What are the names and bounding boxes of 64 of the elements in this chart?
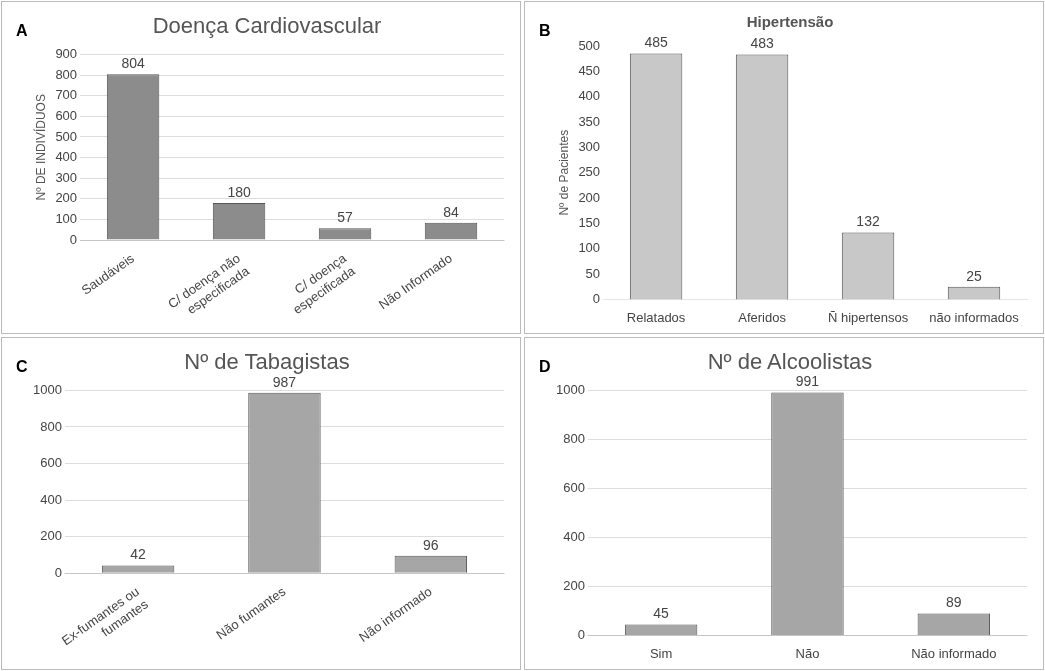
y-tick-label: 600 <box>563 479 585 495</box>
y-tick-label: 50 <box>585 265 601 281</box>
y-tick-label: 800 <box>55 66 78 82</box>
y-tick-label: 0 <box>592 290 601 306</box>
data-label: 132 <box>856 213 880 230</box>
x-tick-label: Não <box>795 645 820 661</box>
y-tick-label: 400 <box>563 528 585 544</box>
data-label: 987 <box>272 373 297 390</box>
y-tick-label: 900 <box>55 45 78 61</box>
text: C <box>16 358 28 376</box>
data-label: 84 <box>443 203 460 220</box>
y-tick-label: 400 <box>40 491 62 507</box>
y-tick-label: 300 <box>55 169 78 185</box>
y-tick-label: 0 <box>69 231 78 247</box>
data-label: 57 <box>337 209 354 226</box>
y-tick-label: 300 <box>578 138 601 154</box>
y-tick-label: 100 <box>55 211 78 227</box>
y-tick-label: 800 <box>40 418 62 434</box>
data-label: 804 <box>121 55 145 72</box>
text: A <box>16 22 28 40</box>
y-tick-label: 0 <box>54 564 62 580</box>
x-tick-label: não informados <box>929 309 1020 325</box>
data-label: 485 <box>644 34 668 51</box>
x-tick-label: Relatados <box>626 309 686 325</box>
y-axis-title: Nº de Pacientes <box>556 129 571 216</box>
y-tick-label: 600 <box>55 107 78 123</box>
chart-title: Nº de Tabagistas <box>184 349 350 375</box>
y-tick-label: 350 <box>578 113 601 129</box>
chart-title: Doença Cardiovascular <box>152 13 382 39</box>
y-tick-label: 450 <box>578 62 601 78</box>
y-tick-label: 400 <box>578 88 601 104</box>
data-label: 180 <box>227 183 251 200</box>
text: B <box>539 22 551 40</box>
y-tick-label: 400 <box>55 149 78 165</box>
data-label: 89 <box>946 594 962 611</box>
y-tick-label: 500 <box>55 128 78 144</box>
x-tick-label: Ñ hipertensos <box>827 309 909 325</box>
data-label: 25 <box>966 267 983 284</box>
text: D <box>539 358 551 376</box>
y-tick-label: 150 <box>578 214 601 230</box>
y-tick-label: 200 <box>563 577 585 593</box>
y-tick-label: 0 <box>577 626 585 642</box>
data-label: 45 <box>653 605 670 622</box>
data-label: 96 <box>423 536 439 553</box>
data-label: 991 <box>795 373 820 390</box>
y-tick-label: 200 <box>578 189 601 205</box>
y-tick-label: 250 <box>578 164 601 180</box>
y-tick-label: 600 <box>40 455 62 471</box>
data-label: 483 <box>750 35 774 52</box>
y-tick-label: 200 <box>55 190 78 206</box>
x-tick-label: Não informado <box>911 645 997 661</box>
y-tick-label: 1000 <box>556 381 585 397</box>
y-tick-label: 500 <box>578 37 601 53</box>
x-tick-label: Aferidos <box>738 309 787 325</box>
y-tick-label: 700 <box>55 87 78 103</box>
chart-title: Nº de Alcoolistas <box>707 349 873 375</box>
y-axis-title: Nº DE INDIVÍDUOS <box>32 94 48 201</box>
y-tick-label: 200 <box>40 528 62 544</box>
chart-title: Hipertensão <box>746 13 834 31</box>
y-tick-label: 800 <box>563 430 585 446</box>
data-label: 42 <box>130 546 147 563</box>
x-tick-label: Sim <box>649 645 673 661</box>
y-tick-label: 1000 <box>33 381 62 397</box>
y-tick-label: 100 <box>578 240 601 256</box>
